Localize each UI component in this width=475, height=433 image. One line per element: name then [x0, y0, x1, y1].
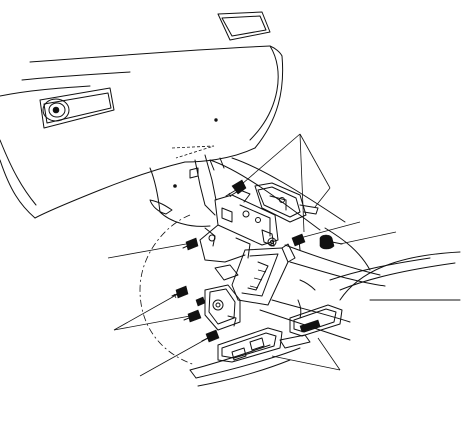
- screw-icon: [201, 329, 220, 343]
- dashboard-panel: [0, 45, 284, 219]
- leader-line-3b: [299, 221, 361, 239]
- detail-boundary: [139, 214, 196, 366]
- upper-clip-bracket: [254, 182, 319, 223]
- main-bracket: [199, 189, 279, 263]
- leader-line-2: [107, 243, 187, 259]
- leader-line-1b: [299, 133, 305, 233]
- screw-icon: [182, 237, 199, 251]
- leader-line-1c: [299, 133, 331, 189]
- leader-line-4b: [113, 315, 191, 331]
- leader-line-5: [139, 337, 209, 377]
- leader-line-4a: [113, 293, 179, 331]
- leader-line-1d: [314, 187, 331, 208]
- floor-trim: [189, 304, 343, 387]
- reference-line: [171, 145, 215, 159]
- release-handle: [39, 87, 115, 129]
- lower-panel: [149, 154, 225, 227]
- screw-icon: [225, 179, 247, 198]
- lower-bracket: [204, 264, 241, 331]
- screw-icon: [183, 309, 202, 323]
- center-rail: [231, 243, 296, 306]
- leader-line-3: [339, 231, 397, 245]
- panel-dot: [214, 118, 218, 122]
- screw-icon: [291, 233, 306, 251]
- fastener-screws: [171, 179, 343, 343]
- screw-icon: [195, 296, 206, 307]
- leader-line-1a: [241, 133, 301, 185]
- leader-line-6b: [317, 337, 341, 371]
- leader-line-6a: [271, 355, 341, 371]
- vent-outlet: [217, 11, 271, 41]
- carpet-edge: [339, 251, 461, 301]
- floor-lines: [209, 157, 456, 341]
- callout-leaders: [107, 133, 397, 377]
- screw-icon: [171, 285, 189, 299]
